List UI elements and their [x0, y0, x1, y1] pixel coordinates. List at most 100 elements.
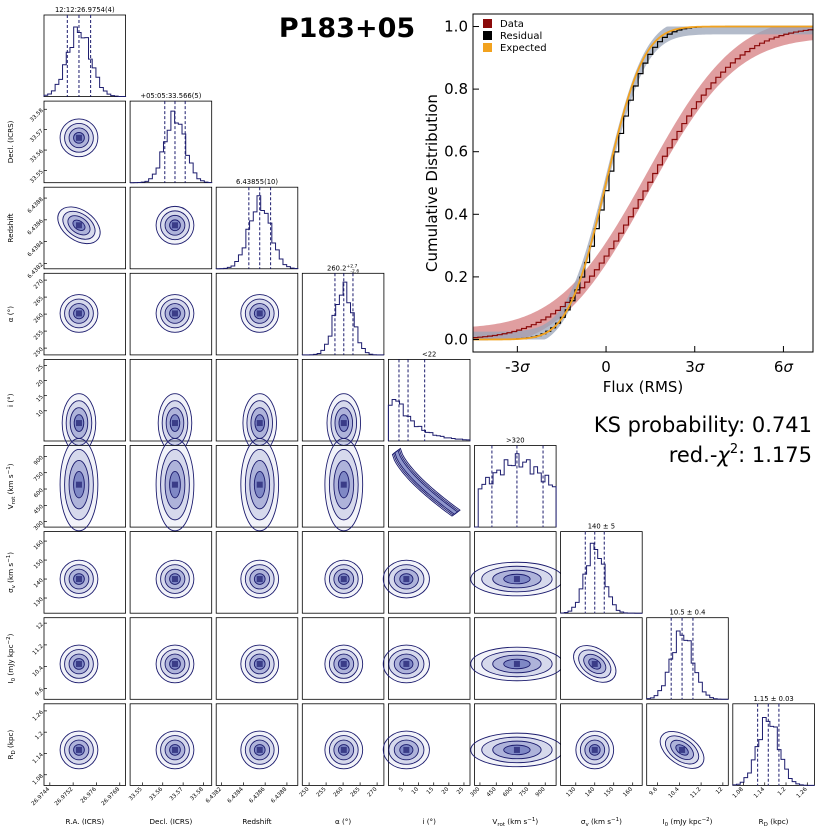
x-tick-label: 1.2: [777, 787, 788, 798]
y-tick-label: 25: [36, 364, 46, 374]
density-peak: [171, 576, 178, 583]
x-tick-label: 10: [411, 786, 421, 796]
panel-frame: [732, 703, 815, 786]
legend-swatch: [483, 43, 492, 52]
density-peak: [75, 746, 82, 753]
panel-frame: [43, 14, 126, 97]
contour-panel-5-2: [215, 438, 299, 532]
y-tick-label: 130: [33, 596, 45, 608]
panel-frame: [387, 703, 471, 786]
expected-series-line: [473, 25, 813, 341]
density-peak: [171, 746, 178, 753]
x-tick-label: 900: [535, 786, 547, 798]
x-tick-label: 10.4: [668, 786, 681, 799]
contour-panel-6-2: [215, 531, 299, 614]
x-tick-label: 26.9768: [101, 786, 122, 807]
contour-panel-7-3: [301, 617, 385, 700]
histogram-V_rot (km s⁻¹): >320: [474, 437, 557, 528]
y-tick-label: 6.4386: [27, 218, 45, 236]
panel-frame: [301, 531, 385, 614]
density-peak: [256, 660, 263, 667]
y-tick-label: 150: [33, 558, 45, 570]
x-tick-label: 15: [426, 786, 436, 796]
contour-panel-8-2: 6.4382 6.4384 6.4386 6.4388 Redshift: [205, 703, 299, 826]
panel-frame: [215, 531, 299, 614]
contour-panel-7-1: [129, 617, 213, 700]
figure-title: P183+05: [279, 13, 415, 44]
x-tick-label: 260: [333, 786, 345, 798]
y-tick-label: 1.2: [34, 731, 45, 742]
cdf-y-tick-label: 0.6: [444, 143, 468, 161]
cdf-y-tick-label: 0.4: [444, 205, 468, 223]
axis-label: i (°): [6, 393, 15, 407]
x-tick-label: 150: [603, 786, 615, 798]
x-tick-label: 6.4382: [205, 787, 223, 805]
legend-label: Data: [500, 19, 524, 30]
x-tick-label: 26.976: [80, 786, 98, 804]
contour-panel-6-3: [301, 531, 385, 614]
x-tick-label: 11.2: [689, 787, 702, 800]
density-peak: [256, 746, 263, 753]
contour-panel-5-4: [387, 445, 471, 528]
density-peak: [403, 576, 410, 583]
panel-frame: [43, 703, 126, 786]
contour-panel-8-6: 130 140 150 160 σv (km s−1): [560, 703, 643, 828]
y-tick-label: 260: [33, 312, 45, 324]
x-tick-label: 1.26: [796, 786, 809, 799]
histogram-I_0 (mJy kpc⁻²): 10.5 ± 0.4: [646, 609, 729, 700]
histogram-steps: [43, 26, 127, 98]
histogram-steps: [129, 110, 213, 184]
panel-frame: [43, 617, 126, 700]
cdf-y-tick-label: 0.8: [444, 80, 468, 98]
x-tick-label: 33.58: [189, 786, 205, 802]
histogram-Decl. (ICRS): +05:05:33.566(5): [129, 92, 213, 184]
y-tick-label: 33.56: [29, 148, 45, 164]
contour-panel-8-7: 9.6 10.4 11.2 12 I0 (mJy kpc−2): [646, 703, 729, 828]
axis-label: I0 (mJy kpc−2): [663, 817, 713, 828]
axis-label: σv (km s−1): [581, 817, 622, 828]
axis-label: Redshift: [242, 817, 271, 826]
density-peak: [340, 420, 347, 427]
y-tick-label: 10: [36, 409, 46, 419]
contour-panel-7-4: [382, 617, 471, 700]
y-tick-label: 160: [33, 539, 45, 551]
x-tick-label: 450: [486, 786, 498, 798]
x-tick-label: 9.6: [648, 786, 659, 797]
y-tick-label: 255: [33, 329, 45, 341]
contour-panel-7-2: [215, 617, 299, 700]
x-tick-label: 750: [519, 786, 531, 798]
x-tick-label: 1.14: [753, 786, 766, 799]
panel-frame: [129, 617, 213, 700]
density-peak: [340, 576, 347, 583]
axis-label: Decl. (ICRS): [150, 817, 193, 826]
data-band: [473, 26, 813, 340]
density-peak: [591, 660, 598, 667]
panel-frame: [129, 703, 213, 786]
density-peak: [591, 746, 598, 753]
density-peak: [171, 481, 178, 488]
x-tick-label: 12: [715, 787, 724, 796]
y-tick-label: 1.26: [32, 709, 45, 722]
cdf-y-tick-label: 0.2: [444, 268, 468, 286]
density-peak: [340, 660, 347, 667]
panel-frame: [43, 100, 126, 184]
histogram-α (°): 260.2+2.7 -2.6: [301, 263, 385, 356]
cdf-x-axis-label: Flux (RMS): [603, 378, 684, 396]
corner-plot: 12:12:26.9754(4)33.5533.5633.5733.58Decl…: [6, 6, 815, 828]
x-tick-label: 33.55: [128, 786, 144, 802]
density-peak: [75, 222, 82, 229]
cdf-y-tick-label: 1.0: [444, 18, 468, 36]
contour-panel-4-2: [215, 358, 299, 453]
density-peak: [171, 420, 178, 427]
contour-panel-3-1: [129, 272, 213, 356]
axis-label: i (°): [422, 817, 436, 826]
contour-panel-5-1: [129, 438, 213, 532]
contour-panel-8-0: 26.9744 26.9752 26.976 26.9768 R.A. (ICRS) 1.…: [6, 703, 126, 826]
param-title: 1.15 ± 0.03: [753, 695, 793, 703]
cdf-x-tick-label: 6σ: [774, 358, 794, 376]
y-tick-label: 265: [33, 295, 45, 307]
density-peak: [171, 660, 178, 667]
y-tick-label: 300: [33, 520, 45, 532]
axis-label: RD (kpc): [759, 817, 789, 828]
contour-panel-6-4: [382, 531, 471, 614]
